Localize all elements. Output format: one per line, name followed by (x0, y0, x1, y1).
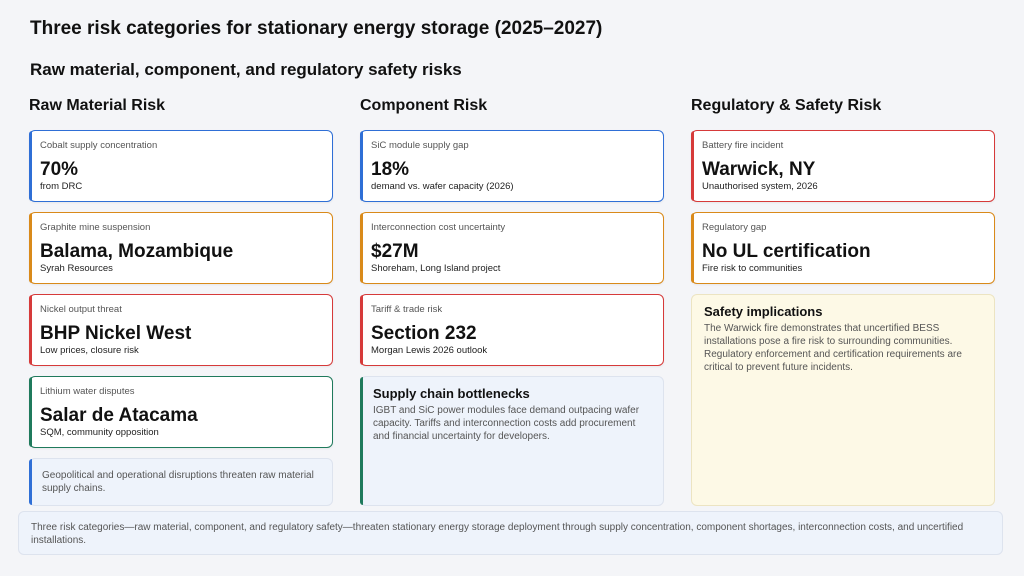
card-sub: Low prices, closure risk (40, 345, 139, 356)
card-fire-incident: Battery fire incident Warwick, NY Unauth… (691, 130, 995, 202)
card-label: Battery fire incident (702, 140, 784, 151)
card-nickel: Nickel output threat BHP Nickel West Low… (29, 294, 333, 366)
card-graphite: Graphite mine suspension Balama, Mozambi… (29, 212, 333, 284)
card-sub: Shoreham, Long Island project (371, 263, 501, 274)
card-label: Nickel output threat (40, 304, 122, 315)
card-value: BHP Nickel West (40, 323, 192, 344)
card-value: Balama, Mozambique (40, 241, 234, 262)
card-value: No UL certification (702, 241, 871, 262)
card-sic: SiC module supply gap 18% demand vs. waf… (360, 130, 664, 202)
regulatory-heading: Regulatory & Safety Risk (691, 97, 882, 114)
card-sub: Unauthorised system, 2026 (702, 181, 818, 192)
raw-material-note: Geopolitical and operational disruptions… (29, 458, 333, 506)
summary-footer: Three risk categories—raw material, comp… (18, 511, 1003, 555)
card-cobalt: Cobalt supply concentration 70% from DRC (29, 130, 333, 202)
card-value: Salar de Atacama (40, 405, 198, 426)
component-column: Component Risk SiC module supply gap 18%… (360, 96, 664, 506)
card-tariff: Tariff & trade risk Section 232 Morgan L… (360, 294, 664, 366)
card-label: Regulatory gap (702, 222, 767, 233)
safety-note: Safety implications The Warwick fire dem… (691, 294, 995, 506)
card-value: $27M (371, 241, 419, 262)
card-label: SiC module supply gap (371, 140, 469, 151)
card-regulatory-gap: Regulatory gap No UL certification Fire … (691, 212, 995, 284)
note-text: Geopolitical and operational disruptions… (42, 470, 314, 494)
card-label: Interconnection cost uncertainty (371, 222, 506, 233)
card-sub: Fire risk to communities (702, 263, 803, 274)
note-title: Supply chain bottlenecks (373, 386, 530, 401)
card-interconnection: Interconnection cost uncertainty $27M Sh… (360, 212, 664, 284)
card-label: Graphite mine suspension (40, 222, 151, 233)
raw-material-column: Raw Material Risk Cobalt supply concentr… (29, 96, 333, 506)
card-value: Warwick, NY (702, 159, 816, 180)
card-lithium: Lithium water disputes Salar de Atacama … (29, 376, 333, 448)
card-label: Cobalt supply concentration (40, 140, 158, 151)
raw-material-heading: Raw Material Risk (29, 97, 166, 114)
card-value: Section 232 (371, 323, 477, 344)
note-text: The Warwick fire demonstrates that uncer… (704, 323, 962, 373)
component-heading: Component Risk (360, 97, 488, 114)
card-label: Lithium water disputes (40, 386, 135, 397)
note-text: IGBT and SiC power modules face demand o… (373, 405, 640, 442)
card-label: Tariff & trade risk (371, 304, 443, 315)
card-sub: SQM, community opposition (40, 427, 159, 438)
note-title: Safety implications (704, 304, 823, 319)
page-title: Three risk categories for stationary ene… (30, 18, 603, 39)
page-subtitle: Raw material, component, and regulatory … (30, 60, 462, 79)
regulatory-column: Regulatory & Safety Risk Battery fire in… (691, 96, 995, 506)
card-sub: Syrah Resources (40, 263, 113, 274)
card-sub: from DRC (40, 181, 83, 192)
card-value: 70% (40, 159, 79, 180)
card-sub: Morgan Lewis 2026 outlook (371, 345, 488, 356)
card-value: 18% (371, 159, 410, 180)
card-sub: demand vs. wafer capacity (2026) (371, 181, 514, 192)
component-note: Supply chain bottlenecks IGBT and SiC po… (360, 376, 664, 506)
